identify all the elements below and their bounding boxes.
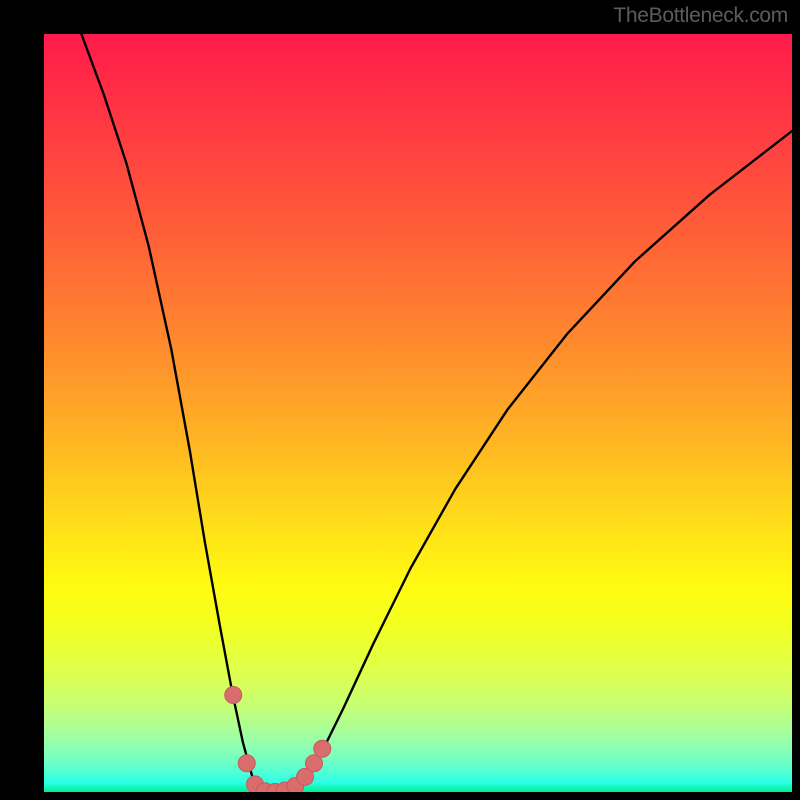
marker-dot [314,740,331,757]
chart-svg [44,34,792,792]
marker-dot [238,755,255,772]
watermark-text: TheBottleneck.com [613,4,788,28]
marker-dot [225,686,242,703]
gradient-background [44,34,792,792]
plot-area [44,34,792,792]
